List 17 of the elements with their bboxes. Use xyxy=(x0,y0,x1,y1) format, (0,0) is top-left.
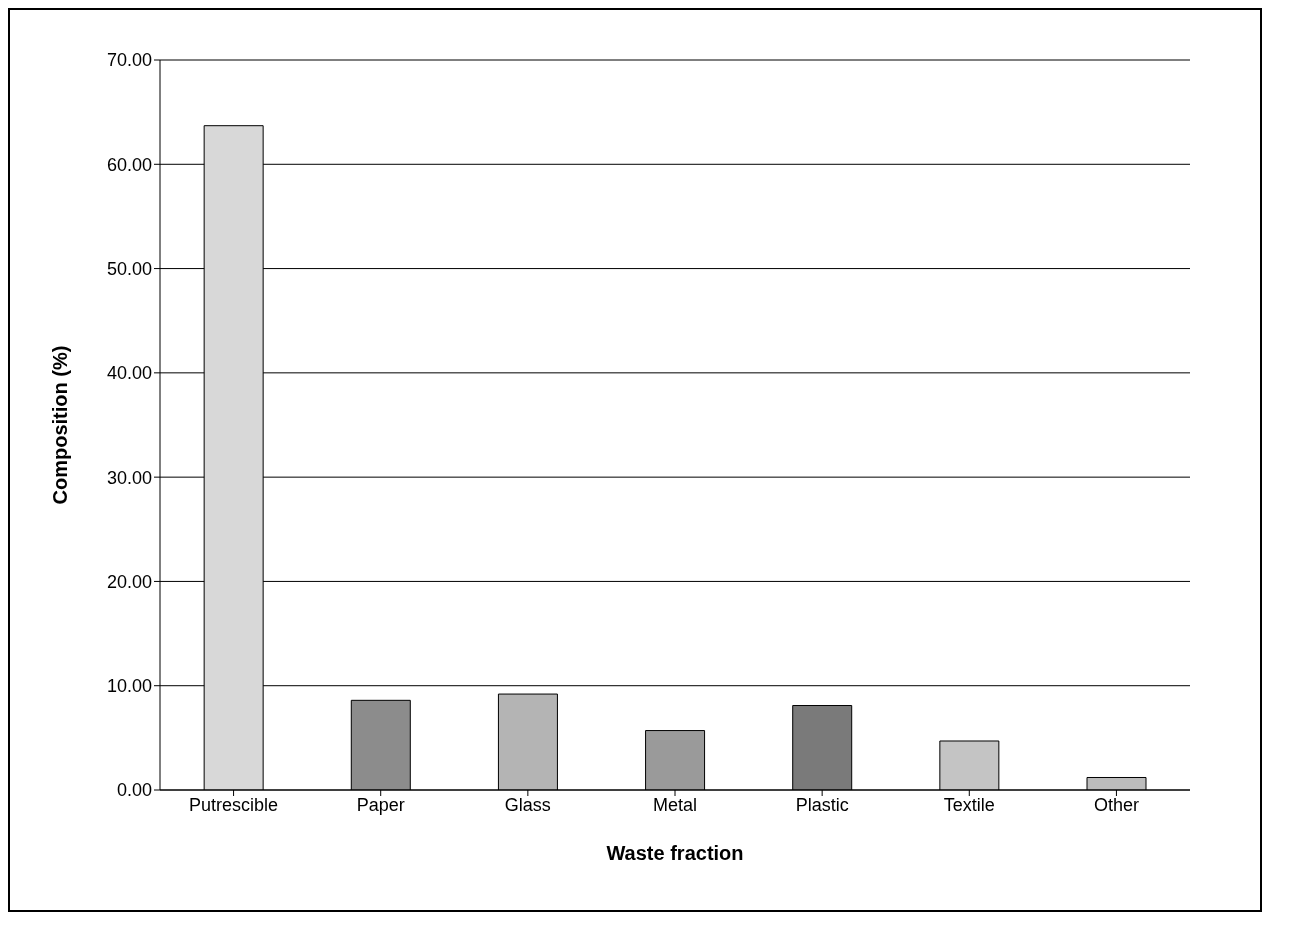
y-axis-title: Composition (%) xyxy=(49,345,72,505)
y-tick-label: 20.00 xyxy=(106,571,152,592)
y-tick-label: 50.00 xyxy=(106,258,152,279)
y-tick-label: 0.00 xyxy=(116,780,152,801)
x-tick-label: Other xyxy=(1093,794,1139,815)
x-axis-title: Waste fraction xyxy=(606,842,744,864)
y-tick-label: 70.00 xyxy=(106,50,152,71)
y-tick-label: 30.00 xyxy=(106,467,152,488)
y-tick-label: 40.00 xyxy=(106,363,152,384)
x-tick-label: Plastic xyxy=(795,794,849,815)
x-tick-label: Metal xyxy=(652,794,698,815)
y-tick-label: 10.00 xyxy=(106,676,152,697)
x-tick-label: Putrescible xyxy=(189,794,279,815)
x-tick-label: Textile xyxy=(943,794,995,815)
x-tick-label: Paper xyxy=(356,794,405,815)
x-tick-label: Glass xyxy=(504,794,551,815)
y-tick-label: 60.00 xyxy=(106,154,152,175)
